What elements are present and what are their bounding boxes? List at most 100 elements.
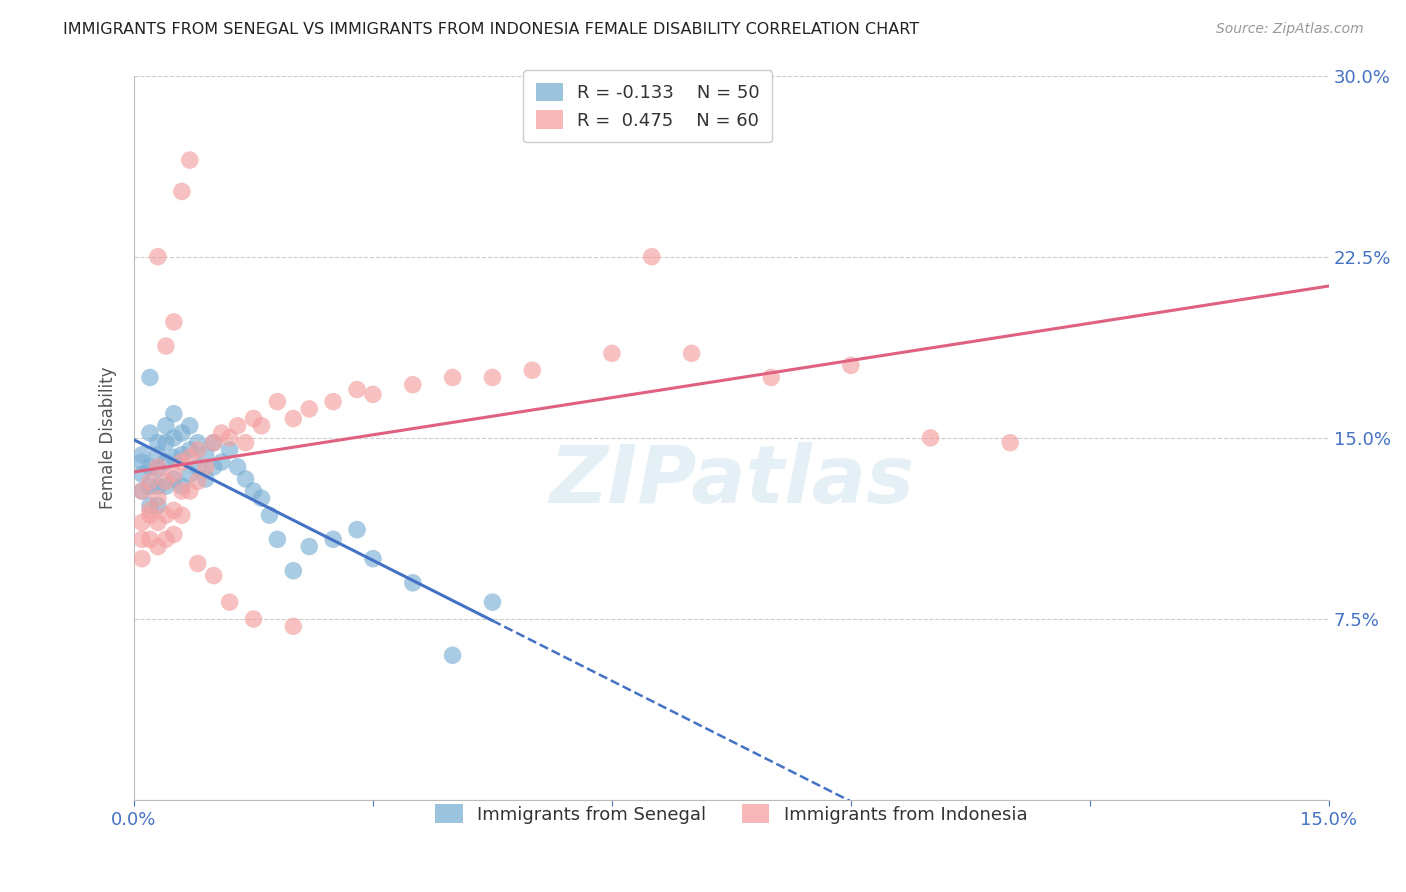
Point bbox=[211, 455, 233, 469]
Point bbox=[163, 472, 186, 486]
Point bbox=[146, 250, 169, 264]
Point bbox=[179, 442, 201, 457]
Point bbox=[170, 455, 193, 469]
Point bbox=[163, 315, 186, 329]
Point bbox=[187, 435, 209, 450]
Point bbox=[681, 346, 703, 360]
Point bbox=[346, 523, 368, 537]
Text: Source: ZipAtlas.com: Source: ZipAtlas.com bbox=[1216, 22, 1364, 37]
Point bbox=[155, 533, 177, 547]
Point bbox=[146, 462, 169, 476]
Point bbox=[170, 185, 193, 199]
Point bbox=[131, 551, 153, 566]
Point bbox=[155, 508, 177, 523]
Point bbox=[522, 363, 544, 377]
Point bbox=[131, 483, 153, 498]
Point bbox=[131, 483, 153, 498]
Point bbox=[131, 467, 153, 482]
Point bbox=[139, 479, 162, 493]
Point bbox=[218, 442, 240, 457]
Point bbox=[146, 499, 169, 513]
Y-axis label: Female Disability: Female Disability bbox=[100, 367, 117, 509]
Point bbox=[298, 401, 321, 416]
Point bbox=[402, 575, 425, 590]
Point bbox=[218, 431, 240, 445]
Point bbox=[179, 153, 201, 167]
Point bbox=[920, 431, 942, 445]
Point bbox=[131, 455, 153, 469]
Point bbox=[235, 435, 257, 450]
Point bbox=[146, 448, 169, 462]
Point bbox=[202, 568, 225, 582]
Point bbox=[163, 467, 186, 482]
Point bbox=[131, 448, 153, 462]
Point bbox=[179, 483, 201, 498]
Point bbox=[155, 418, 177, 433]
Point bbox=[139, 370, 162, 384]
Point bbox=[202, 435, 225, 450]
Point bbox=[139, 475, 162, 489]
Point bbox=[600, 346, 623, 360]
Point bbox=[194, 459, 217, 474]
Point bbox=[283, 411, 305, 425]
Point bbox=[235, 472, 257, 486]
Point bbox=[139, 533, 162, 547]
Point bbox=[361, 387, 384, 401]
Point bbox=[283, 619, 305, 633]
Point bbox=[139, 425, 162, 440]
Point bbox=[170, 448, 193, 462]
Point bbox=[187, 557, 209, 571]
Text: ZIPatlas: ZIPatlas bbox=[548, 442, 914, 520]
Point bbox=[322, 394, 344, 409]
Point bbox=[155, 479, 177, 493]
Point bbox=[163, 407, 186, 421]
Point bbox=[250, 491, 273, 506]
Point bbox=[266, 533, 288, 547]
Point bbox=[163, 527, 186, 541]
Legend: Immigrants from Senegal, Immigrants from Indonesia: Immigrants from Senegal, Immigrants from… bbox=[425, 794, 1038, 835]
Point bbox=[441, 648, 464, 663]
Point bbox=[481, 370, 503, 384]
Point bbox=[202, 459, 225, 474]
Point bbox=[163, 503, 186, 517]
Point bbox=[266, 394, 288, 409]
Point bbox=[170, 508, 193, 523]
Point bbox=[481, 595, 503, 609]
Point bbox=[170, 483, 193, 498]
Point bbox=[839, 359, 862, 373]
Point bbox=[146, 540, 169, 554]
Point bbox=[155, 435, 177, 450]
Point bbox=[298, 540, 321, 554]
Point bbox=[998, 435, 1021, 450]
Point bbox=[155, 475, 177, 489]
Point bbox=[163, 431, 186, 445]
Point bbox=[139, 499, 162, 513]
Point bbox=[179, 418, 201, 433]
Point bbox=[202, 435, 225, 450]
Point bbox=[761, 370, 783, 384]
Point bbox=[402, 377, 425, 392]
Point bbox=[346, 383, 368, 397]
Text: IMMIGRANTS FROM SENEGAL VS IMMIGRANTS FROM INDONESIA FEMALE DISABILITY CORRELATI: IMMIGRANTS FROM SENEGAL VS IMMIGRANTS FR… bbox=[63, 22, 920, 37]
Point bbox=[170, 425, 193, 440]
Point bbox=[146, 479, 169, 493]
Point bbox=[211, 425, 233, 440]
Point bbox=[441, 370, 464, 384]
Point bbox=[146, 459, 169, 474]
Point bbox=[218, 595, 240, 609]
Point bbox=[155, 339, 177, 353]
Point bbox=[179, 467, 201, 482]
Point bbox=[226, 459, 249, 474]
Point bbox=[361, 551, 384, 566]
Point bbox=[187, 475, 209, 489]
Point bbox=[641, 250, 664, 264]
Point bbox=[139, 459, 162, 474]
Point bbox=[139, 503, 162, 517]
Point bbox=[259, 508, 281, 523]
Point bbox=[283, 564, 305, 578]
Point bbox=[155, 455, 177, 469]
Point bbox=[242, 483, 264, 498]
Point bbox=[179, 450, 201, 465]
Point bbox=[187, 459, 209, 474]
Point bbox=[242, 612, 264, 626]
